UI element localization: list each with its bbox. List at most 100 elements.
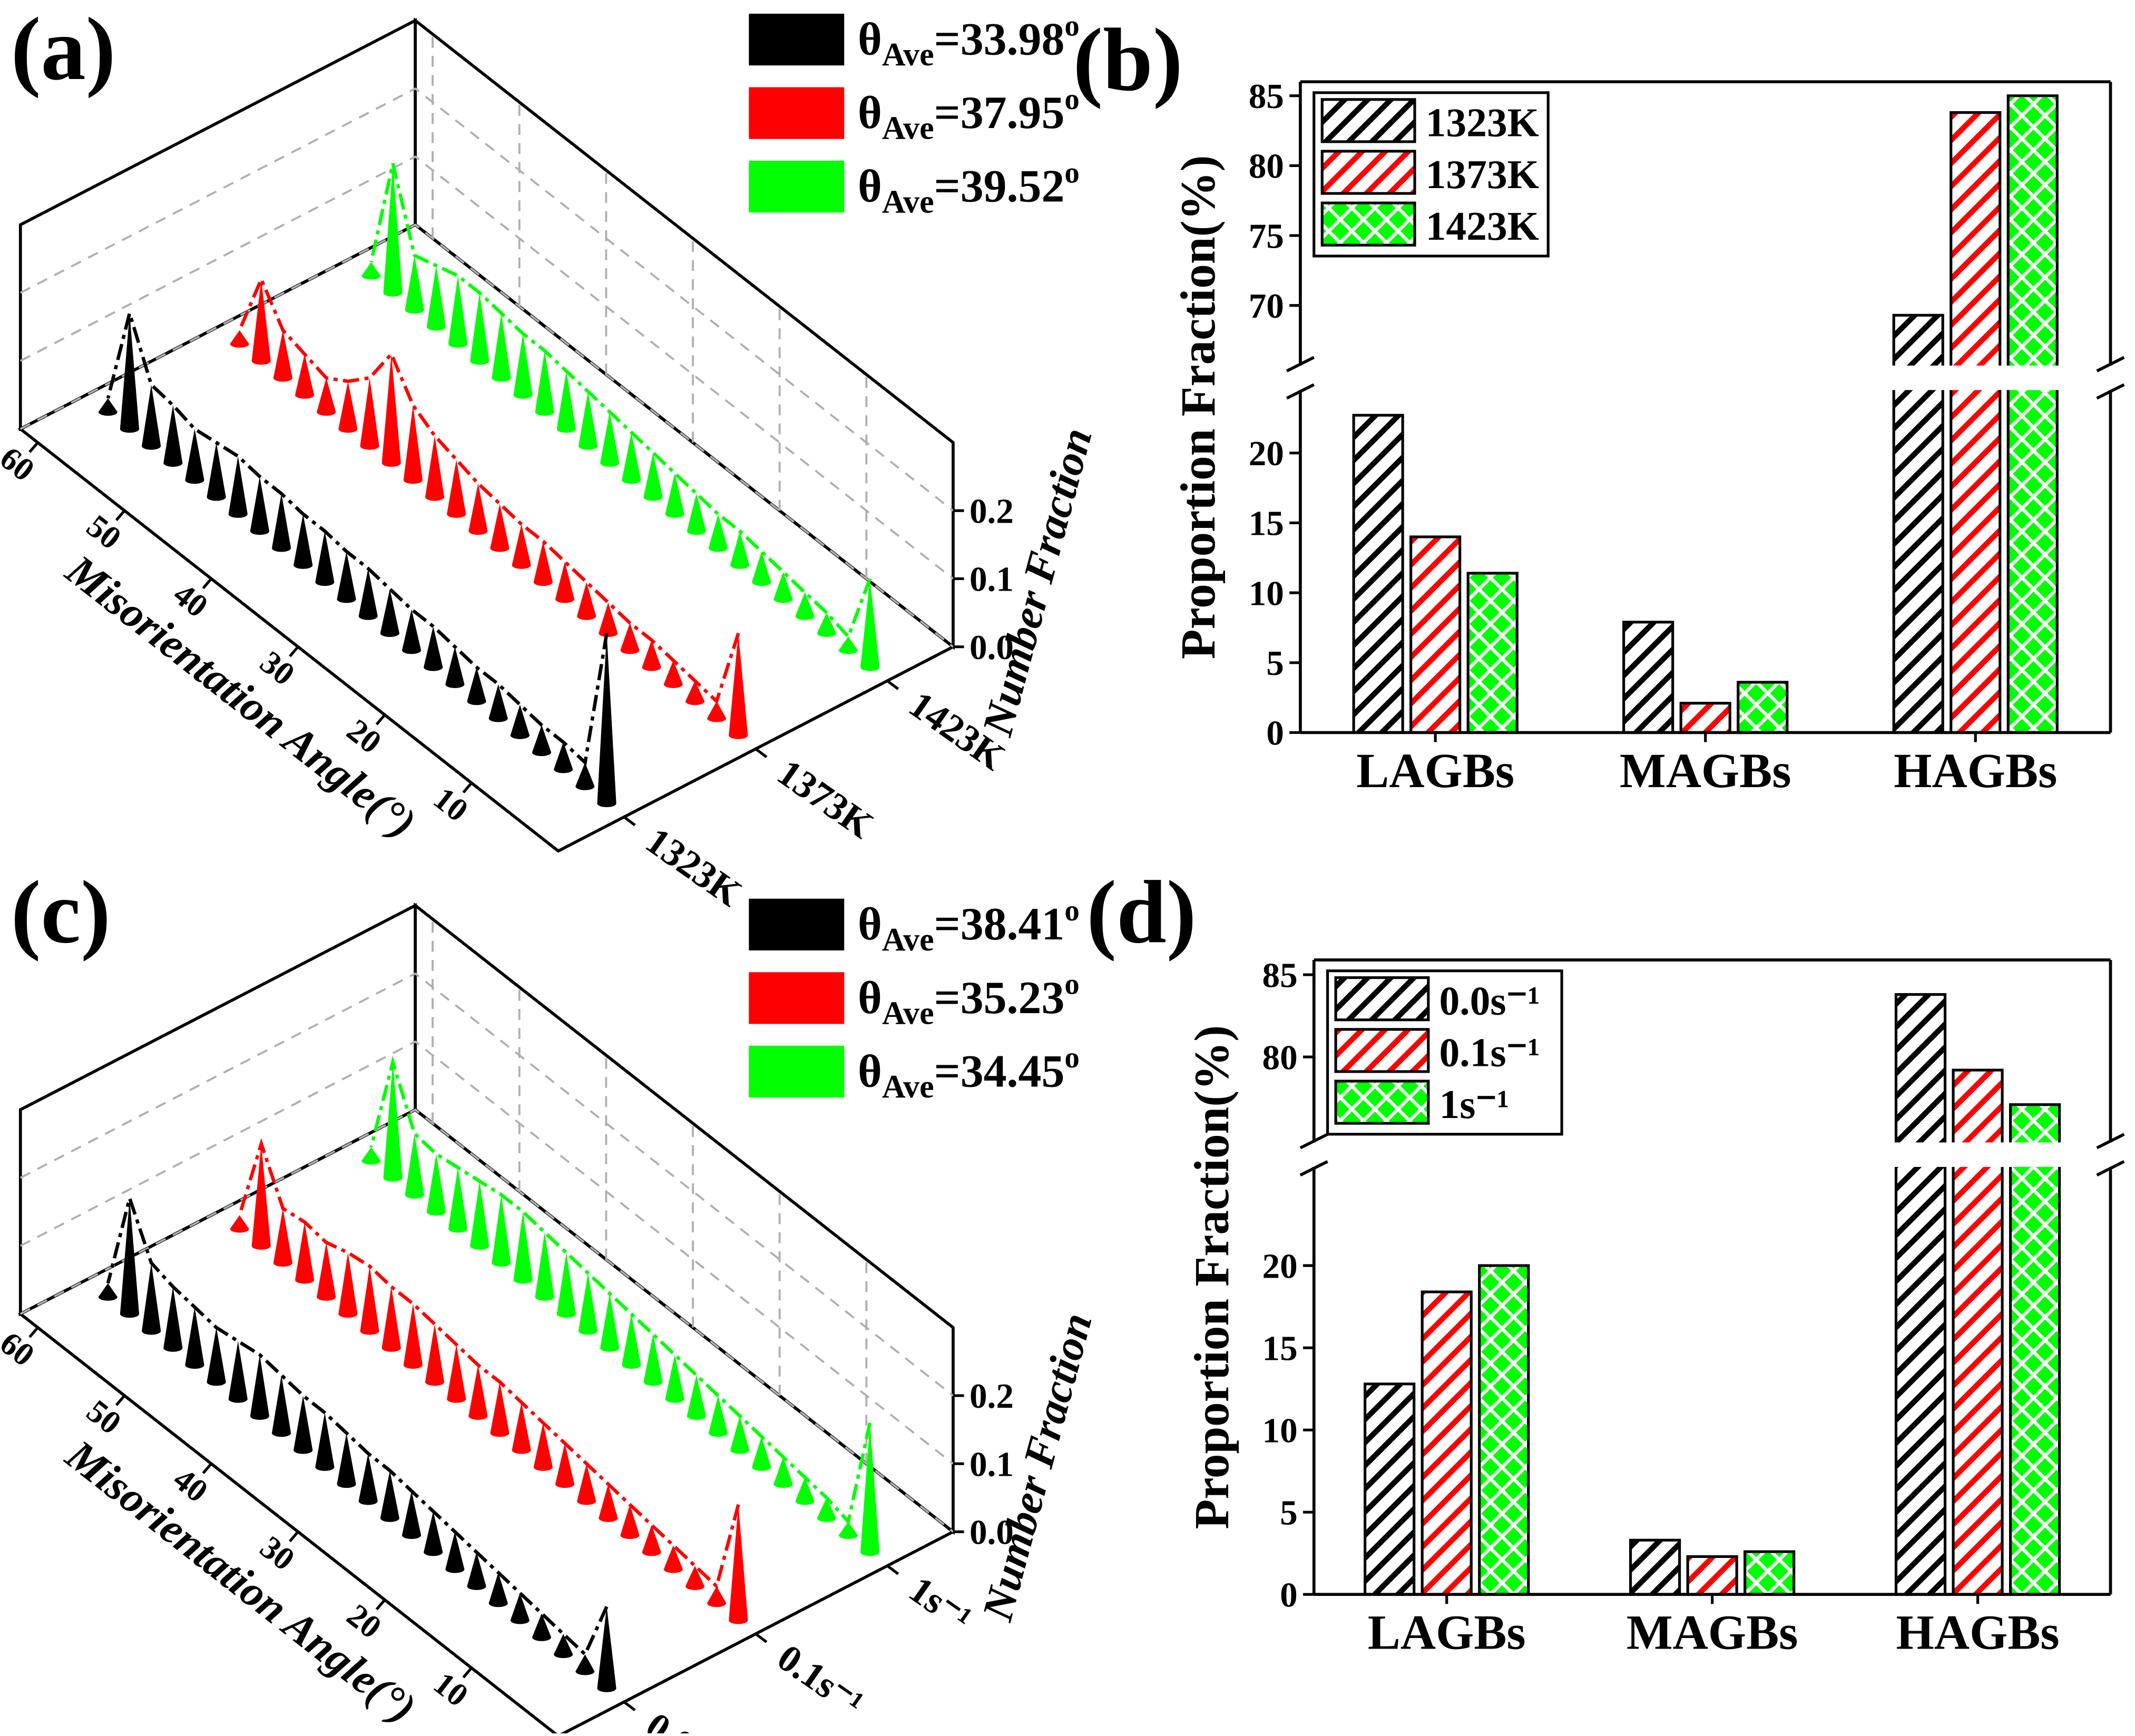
- legend-swatch: [1320, 98, 1416, 143]
- bar: [1737, 681, 1789, 734]
- axis-break-gap: [1273, 365, 2135, 390]
- cone: [663, 1545, 683, 1573]
- y-tick-label: 70: [1249, 286, 1284, 326]
- cone: [425, 1324, 445, 1386]
- cone: [510, 704, 530, 739]
- legend-superscript: o: [1064, 9, 1079, 42]
- legend-swatch: [1334, 1080, 1430, 1125]
- cone: [490, 1382, 510, 1437]
- y-tick-label: 0: [1266, 713, 1284, 753]
- cone: [600, 1293, 620, 1352]
- cone: [860, 578, 880, 671]
- cone: [142, 1262, 161, 1335]
- cone: [273, 1208, 293, 1267]
- y-tick-label: 20: [1262, 1246, 1298, 1286]
- cone: [597, 1606, 616, 1692]
- legend-label: 1423K: [1426, 203, 1539, 249]
- cone: [729, 1504, 748, 1624]
- legend-symbol: θ: [858, 87, 882, 139]
- cone: [401, 1490, 422, 1539]
- legend-subscript: Ave: [882, 922, 934, 958]
- depth-tick: [755, 748, 768, 759]
- cone: [251, 1143, 271, 1250]
- legend-label: θAve=35.23o: [858, 968, 1080, 1032]
- legend-symbol: θ: [858, 899, 882, 950]
- depth-tick: [886, 1564, 899, 1575]
- cone: [228, 1341, 248, 1403]
- depth-tick: [755, 1633, 768, 1643]
- side-wall: [18, 903, 417, 1317]
- x-tick-label: MAGBs: [1627, 1606, 1798, 1660]
- legend-label: 1323K: [1426, 100, 1539, 145]
- cone: [795, 592, 815, 620]
- grid-line: [19, 1040, 954, 1465]
- cone: [293, 514, 313, 569]
- y-axis-title: Proportion Fraction(%): [1185, 1025, 1239, 1529]
- break-mark: [1286, 383, 1315, 400]
- cone: [642, 640, 661, 671]
- legend-label: θAve=34.45o: [858, 1041, 1080, 1105]
- cone: [120, 1198, 140, 1318]
- cone: [510, 1593, 530, 1624]
- bar: [1409, 535, 1462, 734]
- cone: [185, 429, 204, 484]
- panel-label: (c): [11, 862, 111, 962]
- x-tick: [115, 509, 126, 522]
- trend-line: [106, 307, 609, 766]
- cone: [620, 623, 640, 654]
- grid-line: [19, 87, 954, 512]
- cone: [445, 1532, 465, 1573]
- cone: [383, 1062, 403, 1182]
- z-tick-label: 0.1: [969, 1444, 1014, 1484]
- break-mark: [2096, 1160, 2125, 1176]
- cone: [490, 504, 510, 552]
- cone: [600, 411, 620, 467]
- legend-subscript: Ave: [882, 995, 934, 1031]
- cone: [273, 330, 293, 382]
- cone: [795, 1477, 815, 1505]
- trend-line: [106, 1192, 609, 1657]
- x-tick: [28, 442, 39, 453]
- cone: [163, 1287, 183, 1352]
- legend-text: =33.98: [934, 14, 1065, 65]
- y-tick-label: 20: [1249, 434, 1284, 473]
- legend-superscript: o: [1064, 894, 1079, 927]
- cone: [512, 524, 531, 569]
- y-tick-label: 10: [1262, 1410, 1298, 1450]
- cone: [643, 1334, 663, 1386]
- depth-tick: [623, 1701, 636, 1711]
- bar: [1421, 1290, 1473, 1596]
- cone: [424, 626, 443, 671]
- z-tick-label: 0.0: [969, 1513, 1014, 1552]
- legend-text: =39.52: [934, 161, 1065, 212]
- y-tick-label: 85: [1249, 76, 1284, 116]
- cone: [578, 1273, 598, 1335]
- legend-swatch: [749, 14, 845, 66]
- cone: [337, 551, 356, 603]
- cone: [468, 483, 488, 535]
- depth-label: 0.1s⁻¹: [770, 1636, 871, 1725]
- y-axis-title: Proportion Fraction(%): [1171, 155, 1226, 659]
- bar: [1744, 1550, 1796, 1596]
- cone: [293, 1395, 313, 1454]
- cone: [360, 378, 379, 450]
- x-tick-label: HAGBs: [1896, 1606, 2059, 1660]
- cone: [575, 1654, 595, 1675]
- cone: [577, 1464, 596, 1505]
- break-mark: [2096, 1133, 2125, 1150]
- cone: [622, 1313, 641, 1369]
- cone: [575, 762, 595, 790]
- cone: [207, 443, 226, 501]
- bar: [1352, 414, 1404, 734]
- cone: [599, 1484, 618, 1522]
- legend-text: =37.95: [934, 87, 1065, 139]
- cone: [860, 1423, 880, 1556]
- legend-symbol: θ: [858, 161, 882, 212]
- cone: [642, 1525, 661, 1556]
- cone: [425, 436, 445, 501]
- bar: [2006, 94, 2059, 734]
- y-tick-label: 5: [1266, 643, 1284, 683]
- cone: [555, 562, 575, 603]
- bar: [1629, 1538, 1681, 1596]
- legend-label: θAve=33.98o: [858, 9, 1080, 73]
